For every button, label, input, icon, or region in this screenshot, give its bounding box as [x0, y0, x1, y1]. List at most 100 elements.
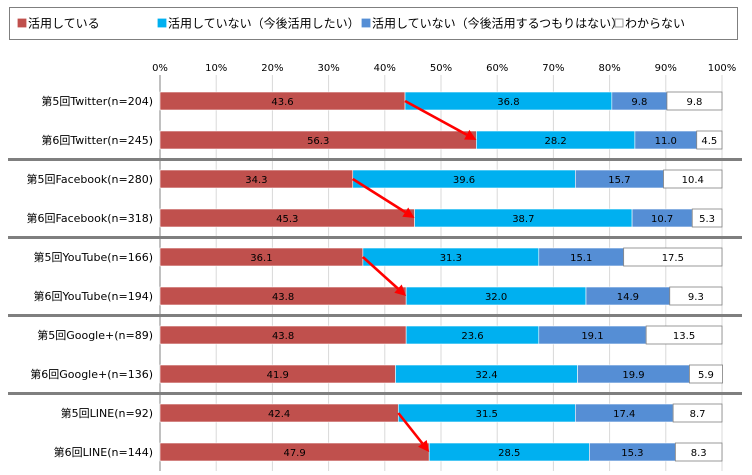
legend-item: 活用していない（今後活用するつもりはない） — [361, 16, 623, 31]
trend-arrow — [404, 99, 477, 140]
data-label: 43.8 — [272, 292, 294, 303]
x-tick-label: 90% — [655, 63, 677, 74]
bar-segment — [674, 442, 723, 462]
data-label: 8.7 — [690, 409, 706, 420]
category-label: 第6回Google+(n=136) — [30, 367, 153, 381]
data-label: 23.6 — [461, 331, 483, 342]
category-label: 第5回Twitter(n=204) — [41, 94, 153, 108]
data-label: 8.3 — [691, 448, 707, 459]
x-tick-label: 10% — [205, 63, 227, 74]
x-axis-ticks: 0% 10% 20% 30% 40% 50% 60% 70% 80% 90% 100% — [152, 63, 736, 74]
data-label: 32.4 — [475, 370, 497, 381]
arrow-shaft — [352, 177, 406, 214]
data-label: 45.3 — [276, 214, 298, 225]
bar-segment — [623, 247, 723, 267]
legend-label: 活用している — [28, 17, 100, 31]
trend-arrows — [352, 99, 477, 452]
legend-label: 活用していない（今後活用するつもりはない） — [372, 16, 623, 31]
legend-item: 活用している — [17, 17, 100, 31]
trend-arrow — [362, 256, 407, 296]
category-label: 第6回Facebook(n=318) — [27, 211, 153, 225]
x-tick-label: 80% — [598, 63, 620, 74]
bar-row: 45.3 38.7 10.7 5.3 — [159, 208, 723, 228]
data-label: 31.5 — [476, 409, 498, 420]
bar-segment — [663, 169, 723, 189]
data-label: 15.3 — [621, 448, 643, 459]
bar-row: 41.9 32.4 19.9 5.9 — [159, 364, 723, 384]
category-label: 第6回YouTube(n=194) — [34, 289, 154, 303]
data-label: 34.3 — [245, 175, 267, 186]
legend-item: わからない — [614, 17, 685, 31]
bar-segment — [696, 130, 723, 150]
x-tick-label: 20% — [261, 63, 283, 74]
bar-row: 56.3 28.2 11.0 4.5 — [159, 130, 723, 150]
data-label: 39.6 — [453, 175, 475, 186]
category-label: 第5回Google+(n=89) — [37, 328, 153, 342]
data-label: 32.0 — [485, 292, 507, 303]
legend: 活用している 活用していない（今後活用したい） 活用していない（今後活用するつもりは… — [9, 7, 738, 40]
arrow-head — [464, 129, 477, 140]
arrow-head — [394, 284, 407, 296]
bar-segment — [689, 364, 723, 384]
bar-segment — [691, 208, 723, 228]
data-label: 13.5 — [673, 331, 695, 342]
x-tick-label: 30% — [317, 63, 339, 74]
data-label: 28.5 — [498, 448, 520, 459]
bar-segment — [672, 403, 723, 423]
data-label: 31.3 — [440, 253, 462, 264]
arrow-shaft — [362, 256, 399, 290]
data-label: 10.4 — [682, 175, 704, 186]
legend-swatch — [157, 18, 167, 28]
data-label: 19.9 — [622, 370, 644, 381]
data-label: 19.1 — [581, 331, 603, 342]
data-label: 4.5 — [701, 136, 717, 147]
data-label: 42.4 — [268, 409, 290, 420]
data-label: 56.3 — [307, 136, 329, 147]
data-label: 38.7 — [512, 214, 534, 225]
data-label: 11.0 — [655, 136, 677, 147]
legend-swatch — [17, 18, 27, 28]
data-label: 41.9 — [267, 370, 289, 381]
category-label: 第5回Facebook(n=280) — [27, 172, 153, 186]
bar-row: 47.9 28.5 15.3 8.3 — [159, 442, 723, 462]
bar-row: 42.4 31.5 17.4 8.7 — [159, 403, 723, 423]
category-label: 第6回Twitter(n=245) — [41, 133, 153, 147]
data-label: 14.9 — [617, 292, 639, 303]
bars: 43.6 36.8 9.8 9.8 56.3 28.2 11.0 4.5 34.3 39.6 15.… — [159, 91, 723, 462]
arrow-shaft — [397, 412, 424, 445]
arrow-head — [402, 207, 415, 218]
x-tick-label: 50% — [430, 63, 452, 74]
x-tick-label: 100% — [708, 63, 737, 74]
bar-segment — [666, 91, 723, 111]
legend-label: わからない — [625, 17, 685, 31]
data-label: 9.8 — [687, 97, 703, 108]
arrow-shaft — [404, 99, 468, 136]
bar-segment — [669, 286, 723, 306]
data-label: 43.6 — [271, 97, 293, 108]
trend-arrow — [352, 177, 415, 218]
data-label: 15.1 — [570, 253, 592, 264]
bar-row: 34.3 39.6 15.7 10.4 — [159, 169, 723, 189]
trend-arrow — [397, 412, 430, 452]
category-label: 第5回LINE(n=92) — [61, 406, 153, 420]
data-label: 28.2 — [545, 136, 567, 147]
bar-row: 36.1 31.3 15.1 17.5 — [159, 247, 723, 267]
category-label: 第6回LINE(n=144) — [54, 445, 153, 459]
group-separators — [8, 158, 742, 395]
data-label: 9.8 — [631, 97, 647, 108]
legend-swatch — [361, 18, 371, 28]
category-label: 第5回YouTube(n=166) — [34, 250, 154, 264]
category-labels: 第5回Twitter(n=204) 第6回Twitter(n=245) 第5回Fac… — [27, 94, 153, 459]
data-label: 5.3 — [699, 214, 715, 225]
legend-label: 活用していない（今後活用したい） — [168, 16, 360, 31]
data-label: 36.8 — [497, 97, 519, 108]
data-label: 5.9 — [698, 370, 714, 381]
data-label: 17.5 — [662, 253, 684, 264]
data-label: 15.7 — [608, 175, 630, 186]
bar-row: 43.8 23.6 19.1 13.5 — [159, 325, 723, 345]
legend-swatch — [614, 18, 624, 28]
data-label: 36.1 — [250, 253, 272, 264]
data-label: 43.8 — [272, 331, 294, 342]
x-tick-label: 60% — [486, 63, 508, 74]
